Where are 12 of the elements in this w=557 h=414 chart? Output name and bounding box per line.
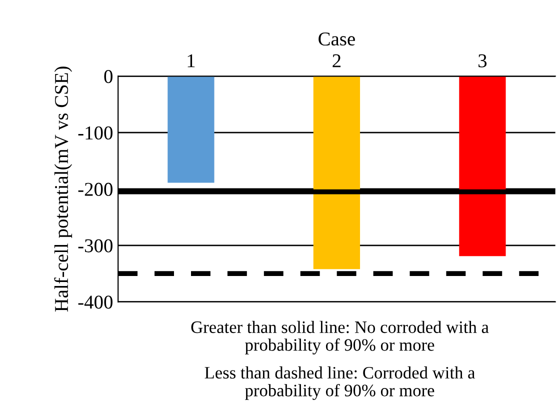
x-tick-label: 3	[478, 54, 487, 68]
x-axis-title: Case	[318, 32, 355, 46]
y-tick-label: 0	[104, 70, 112, 84]
text: Greater than solid line: No corroded with a probability of 90% or more	[191, 320, 489, 354]
x-tick-label: 2	[332, 54, 340, 68]
y-tick-label: -100	[78, 126, 112, 140]
y-tick-label: -200	[78, 182, 112, 196]
y-axis-title: Half-cell potential(mV vs CSE)	[54, 66, 72, 312]
x-tick-label: 1	[188, 54, 195, 68]
y-tick-label: -300	[78, 239, 112, 252]
text: Less than dashed line: Corroded with a probability of 90% or more	[204, 366, 476, 400]
y-tick-label: -400	[78, 296, 112, 309]
